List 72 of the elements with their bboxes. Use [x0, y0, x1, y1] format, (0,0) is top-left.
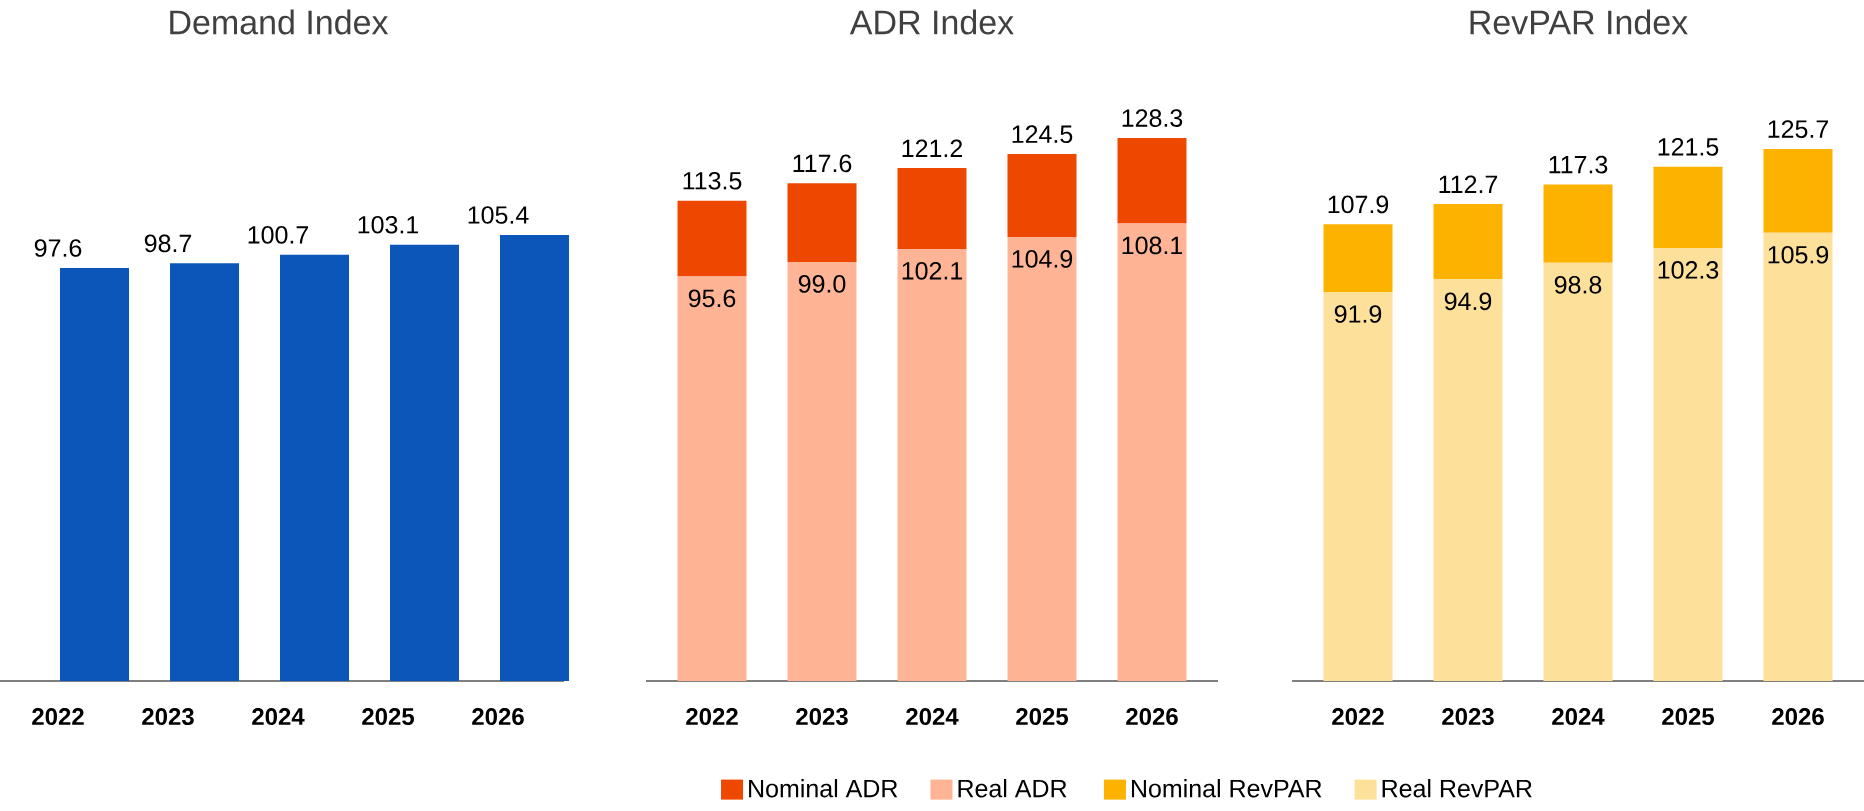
data-label: 105.9 [1768, 245, 1829, 264]
bar [1433, 204, 1503, 280]
bar [1007, 154, 1077, 238]
x-tick-label: 2024 [906, 708, 959, 726]
x-tick-label: 2026 [472, 708, 524, 726]
bar [1117, 223, 1187, 681]
total-label: 128.3 [1122, 109, 1183, 127]
chart-title: RevPAR Index [1470, 9, 1688, 35]
legend-label: Nominal RevPAR [1131, 779, 1322, 798]
bar [677, 200, 747, 277]
legend-label: Real RevPAR [1382, 779, 1532, 798]
total-label: 113.5 [683, 171, 742, 190]
total-label: 117.6 [793, 154, 852, 173]
data-label: 102.1 [902, 261, 963, 280]
bar [1323, 292, 1393, 681]
bar [60, 267, 130, 681]
legend-label: Nominal ADR [749, 779, 898, 798]
bar [897, 248, 967, 681]
x-tick-label: 2024 [252, 708, 305, 726]
x-tick-label: 2026 [1126, 708, 1178, 726]
x-tick-label: 2025 [362, 708, 415, 726]
data-label: 99.0 [798, 275, 846, 293]
chart-title: Demand Index [170, 9, 389, 35]
bar [280, 254, 349, 681]
data-label: 104.9 [1012, 250, 1073, 268]
bar [1543, 262, 1613, 681]
data-label: 105.4 [468, 206, 529, 224]
x-tick-label: 2022 [1332, 708, 1384, 726]
bar [787, 183, 857, 263]
x-tick-label: 2025 [1662, 708, 1715, 726]
x-tick-label: 2024 [1552, 708, 1605, 726]
bar [1763, 149, 1833, 233]
bar [170, 263, 240, 681]
total-label: 121.5 [1658, 138, 1719, 156]
x-tick-label: 2022 [32, 708, 84, 726]
total-label: 107.9 [1328, 195, 1389, 214]
legend-label: Real ADR [958, 779, 1067, 798]
bar [897, 168, 967, 249]
x-tick-label: 2022 [686, 708, 738, 726]
total-label: 124.5 [1012, 125, 1073, 144]
total-label: 121.2 [902, 139, 963, 157]
bar [1323, 224, 1393, 293]
bar [787, 262, 857, 681]
x-tick-label: 2023 [142, 708, 194, 726]
bar [1007, 237, 1077, 681]
x-tick-label: 2023 [796, 708, 848, 726]
data-label: 95.6 [688, 289, 736, 308]
bar [500, 234, 569, 681]
data-label: 94.9 [1444, 292, 1492, 311]
bar [1653, 248, 1723, 681]
data-label: 97.6 [34, 239, 82, 257]
data-label: 100.7 [248, 226, 309, 244]
chart-title: ADR Index [849, 9, 1014, 35]
bar [677, 276, 747, 681]
bar [1117, 138, 1187, 224]
data-label: 108.1 [1122, 236, 1183, 255]
bar [1543, 184, 1613, 263]
x-tick-label: 2025 [1016, 708, 1069, 726]
data-label: 98.8 [1554, 275, 1602, 294]
data-label: 91.9 [1334, 305, 1382, 323]
x-tick-label: 2023 [1442, 708, 1494, 726]
data-label: 102.3 [1658, 261, 1719, 279]
bar [1653, 166, 1723, 249]
data-label: 98.7 [144, 234, 192, 253]
total-label: 117.3 [1549, 155, 1608, 174]
data-label: 103.1 [358, 215, 419, 234]
bar [1763, 232, 1833, 681]
x-tick-label: 2026 [1772, 708, 1824, 726]
bar [1433, 279, 1503, 681]
bar [390, 244, 459, 681]
total-label: 125.7 [1768, 120, 1829, 138]
total-label: 112.7 [1439, 175, 1498, 193]
